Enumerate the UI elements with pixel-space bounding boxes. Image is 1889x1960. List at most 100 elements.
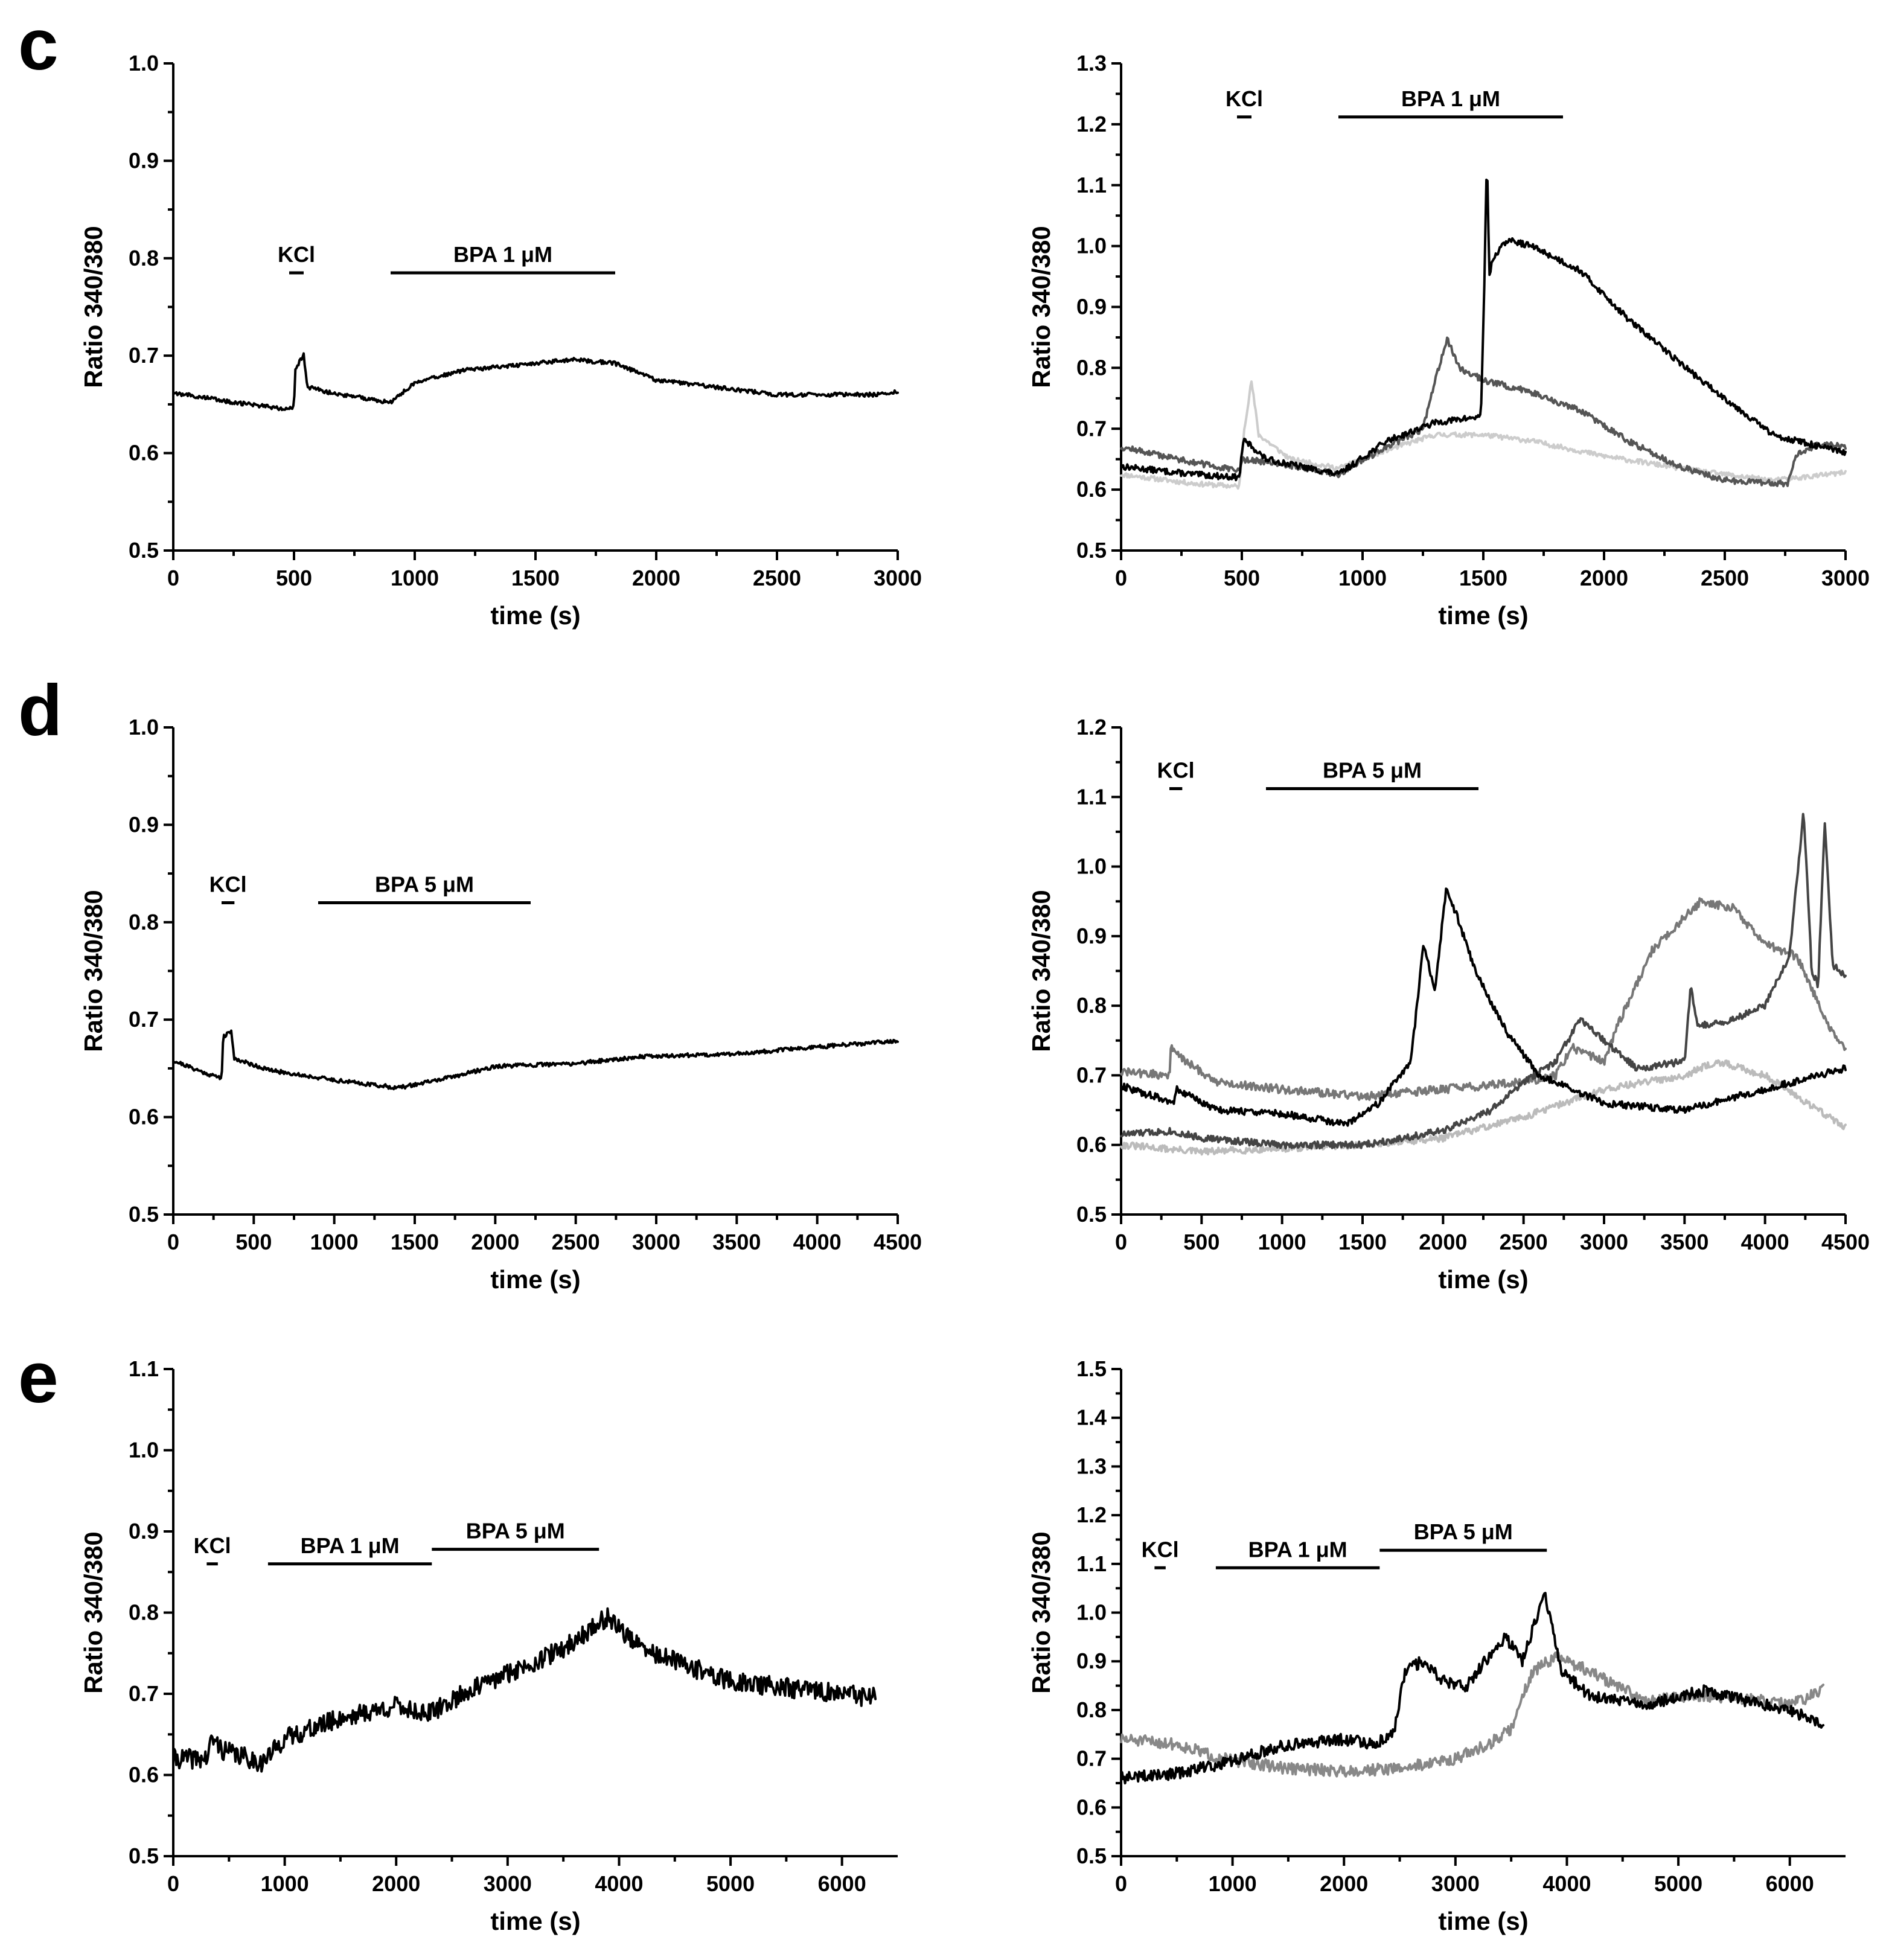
y-tick-label: 1.2 (1076, 1502, 1107, 1527)
x-tick-label: 6000 (818, 1871, 866, 1896)
y-tick-label: 0.8 (129, 910, 159, 934)
x-tick-label: 4000 (793, 1230, 842, 1254)
x-tick-label: 0 (167, 566, 179, 590)
y-tick-label: 1.1 (1076, 784, 1107, 809)
treatment-label: KCl (1157, 758, 1195, 782)
charts-layer: 0 500 1000 1500 2000 2500 3000 0.5 0.6 0.7 0.8 0.9 1… (79, 51, 1870, 1935)
x-tick-label: 1000 (1209, 1871, 1257, 1896)
x-tick-label: 2500 (552, 1230, 600, 1254)
series-trace (1120, 1592, 1825, 1785)
y-tick-label: 0.9 (1076, 1649, 1107, 1673)
treatment-label: BPA 5 μM (375, 872, 474, 897)
series-trace (172, 1029, 899, 1091)
y-axis-title: Ratio 340/380 (79, 1531, 107, 1694)
chart-d-right: 0 500 1000 1500 2000 2500 3000 3500 4000 4500 0.5 0… (1027, 715, 1870, 1294)
y-tick-label: 0.5 (129, 538, 159, 563)
y-tick-label: 0.7 (1076, 1746, 1107, 1771)
x-tick-label: 2000 (1419, 1230, 1467, 1254)
x-tick-label: 1500 (391, 1230, 439, 1254)
x-tick-label: 3000 (874, 566, 922, 590)
y-tick-label: 0.9 (129, 812, 159, 837)
y-tick-label: 1.2 (1076, 715, 1107, 739)
y-tick-label: 1.0 (1076, 1600, 1107, 1625)
y-tick-label: 1.0 (1076, 854, 1107, 879)
chart-d-left: 0 500 1000 1500 2000 2500 3000 3500 4000 4500 0.5 0… (79, 715, 922, 1294)
x-axis-title: time (s) (490, 601, 580, 630)
x-axis-title: time (s) (490, 1265, 580, 1294)
y-tick-label: 1.1 (1076, 173, 1107, 197)
y-tick-label: 0.6 (129, 1763, 159, 1787)
y-tick-label: 1.2 (1076, 112, 1107, 136)
x-tick-label: 4000 (595, 1871, 643, 1896)
y-tick-label: 0.9 (1076, 295, 1107, 319)
x-tick-label: 2000 (1320, 1871, 1368, 1896)
x-tick-label: 3500 (1660, 1230, 1708, 1254)
panel-letter-c: c (18, 4, 59, 85)
x-tick-label: 0 (1115, 566, 1127, 590)
x-tick-label: 1500 (1338, 1230, 1387, 1254)
x-tick-label: 3000 (484, 1871, 532, 1896)
y-axis-title: Ratio 340/380 (1027, 226, 1055, 388)
y-tick-label: 0.7 (1076, 416, 1107, 441)
x-tick-label: 0 (1115, 1230, 1127, 1254)
treatment-label: KCl (278, 242, 315, 267)
y-tick-label: 0.9 (1076, 924, 1107, 948)
x-tick-label: 0 (167, 1230, 179, 1254)
y-tick-label: 0.9 (129, 1519, 159, 1543)
x-tick-label: 1000 (391, 566, 439, 590)
x-tick-label: 500 (276, 566, 312, 590)
y-tick-label: 0.6 (1076, 1795, 1107, 1819)
y-tick-label: 0.6 (1076, 477, 1107, 502)
y-tick-label: 0.6 (129, 441, 159, 465)
treatment-label: KCl (194, 1533, 231, 1558)
x-axis-title: time (s) (1438, 1907, 1528, 1935)
series-trace (1120, 897, 1847, 1101)
y-tick-label: 0.5 (1076, 1843, 1107, 1868)
y-tick-label: 0.8 (1076, 355, 1107, 380)
x-tick-label: 4000 (1542, 1871, 1591, 1896)
y-tick-label: 0.7 (129, 1007, 159, 1032)
x-tick-label: 3000 (632, 1230, 680, 1254)
treatment-label: BPA 1 μM (453, 242, 552, 267)
x-axis-title: time (s) (1438, 1265, 1528, 1294)
treatment-label: KCl (1142, 1537, 1179, 1562)
series-trace (1120, 812, 1847, 1150)
treatment-label: BPA 5 μM (1323, 758, 1422, 782)
x-tick-label: 2000 (632, 566, 680, 590)
y-tick-label: 0.6 (1076, 1132, 1107, 1157)
y-tick-label: 0.7 (1076, 1062, 1107, 1087)
y-axis-title: Ratio 340/380 (1027, 890, 1055, 1052)
x-tick-label: 0 (167, 1871, 179, 1896)
x-tick-label: 2500 (1701, 566, 1749, 590)
y-tick-label: 0.5 (129, 1843, 159, 1868)
x-tick-label: 1000 (310, 1230, 359, 1254)
series-trace (1120, 380, 1847, 490)
y-tick-label: 0.6 (129, 1105, 159, 1129)
treatment-label: BPA 1 μM (1248, 1537, 1347, 1562)
x-tick-label: 1000 (1338, 566, 1387, 590)
x-tick-label: 2000 (1580, 566, 1628, 590)
series-trace (1120, 178, 1847, 482)
y-tick-label: 0.7 (129, 343, 159, 368)
x-tick-label: 500 (1183, 1230, 1219, 1254)
x-tick-label: 4000 (1741, 1230, 1789, 1254)
x-tick-label: 1000 (261, 1871, 309, 1896)
y-tick-label: 0.9 (129, 148, 159, 173)
x-tick-label: 5000 (706, 1871, 755, 1896)
x-tick-label: 2000 (372, 1871, 420, 1896)
x-tick-label: 2500 (753, 566, 801, 590)
chart-e-right: 0 1000 2000 3000 4000 5000 6000 0.5 0.6 0.7 0.8 0.9… (1027, 1356, 1846, 1935)
x-tick-label: 3000 (1821, 566, 1870, 590)
y-tick-label: 0.5 (1076, 1202, 1107, 1227)
x-tick-label: 500 (1224, 566, 1260, 590)
y-tick-label: 1.3 (1076, 51, 1107, 75)
chart-e-left: 0 1000 2000 3000 4000 5000 6000 0.5 0.6 0.7 0.8 0.9… (79, 1356, 898, 1935)
treatment-label: BPA 5 μM (1414, 1519, 1513, 1544)
y-tick-label: 1.4 (1076, 1405, 1107, 1430)
x-axis-title: time (s) (1438, 601, 1528, 630)
series-trace (172, 1607, 877, 1773)
y-tick-label: 1.0 (129, 51, 159, 75)
series-trace (1120, 887, 1847, 1127)
y-tick-label: 0.8 (129, 246, 159, 270)
x-axis-title: time (s) (490, 1907, 580, 1935)
